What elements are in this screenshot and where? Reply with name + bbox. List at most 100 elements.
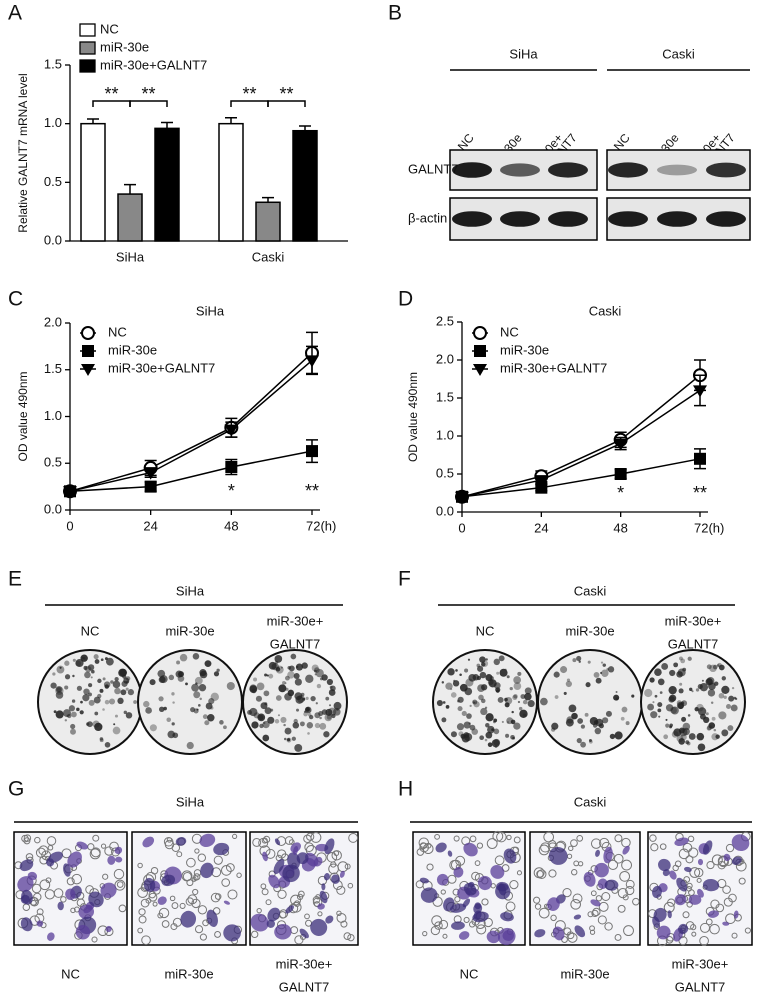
bracket	[129, 100, 168, 107]
colony	[330, 685, 336, 692]
colony	[318, 711, 324, 717]
plate	[640, 649, 746, 755]
colony	[285, 687, 289, 691]
cell	[180, 910, 197, 928]
colony	[325, 696, 330, 701]
panel-letter: F	[398, 568, 411, 591]
colony	[512, 736, 515, 740]
bar	[80, 122, 106, 242]
pore	[731, 932, 738, 939]
pore	[344, 863, 351, 870]
pore	[336, 912, 347, 923]
colony	[88, 692, 92, 697]
pore	[442, 933, 448, 939]
cell	[262, 851, 268, 862]
colony	[166, 717, 172, 723]
pore	[186, 857, 196, 868]
colony	[485, 658, 488, 661]
colony	[512, 694, 518, 700]
cell	[324, 838, 335, 855]
colony	[450, 731, 457, 738]
pore	[47, 844, 54, 851]
blot-band	[657, 164, 697, 176]
colony	[706, 664, 712, 670]
colony	[524, 687, 532, 695]
colony	[296, 708, 300, 712]
pore	[434, 833, 440, 840]
colony	[463, 721, 471, 729]
cell	[674, 837, 689, 846]
colony	[493, 718, 498, 723]
colony	[699, 713, 706, 720]
colony	[325, 708, 333, 716]
colony	[676, 700, 682, 706]
cell	[47, 932, 55, 941]
pore	[738, 877, 746, 885]
colony	[263, 690, 270, 697]
colony	[506, 675, 510, 679]
colony	[177, 675, 185, 682]
colony	[464, 668, 469, 673]
cell	[731, 834, 750, 852]
colony	[685, 740, 690, 745]
pore	[252, 837, 262, 847]
significance: *	[228, 481, 235, 501]
pore	[589, 929, 596, 935]
colony	[94, 659, 100, 664]
colony	[112, 726, 121, 735]
colony	[659, 691, 663, 694]
cell	[702, 840, 713, 855]
cell	[75, 925, 91, 940]
colony	[466, 713, 472, 719]
colony	[321, 674, 328, 681]
colony	[594, 727, 602, 735]
row-label: GALNT7	[408, 161, 459, 176]
colony	[718, 664, 725, 671]
pore	[687, 835, 695, 843]
colony	[93, 696, 101, 704]
colony	[679, 682, 683, 686]
pore	[513, 836, 521, 844]
cell	[17, 876, 34, 892]
legend-label: NC	[108, 324, 127, 339]
lane-label: NC	[61, 966, 80, 981]
colony	[485, 723, 490, 728]
colony	[577, 718, 584, 724]
pore	[481, 898, 489, 906]
colony	[587, 660, 591, 664]
cell	[296, 852, 309, 865]
colony	[657, 678, 665, 686]
lane-label: miR-30e	[560, 966, 609, 981]
colony	[721, 685, 730, 694]
pore	[260, 883, 267, 890]
colony	[204, 660, 212, 668]
colony	[216, 668, 220, 672]
colony	[479, 656, 486, 663]
pore	[187, 894, 198, 905]
y-axis-label: OD value 490nm	[406, 372, 420, 462]
pore	[665, 936, 674, 944]
colony	[88, 699, 95, 706]
colony	[114, 714, 118, 718]
colony	[605, 710, 612, 717]
data-point	[614, 468, 627, 480]
colony	[198, 683, 207, 692]
cell	[552, 926, 565, 941]
pore	[534, 903, 542, 910]
panel-title: Caski	[574, 794, 607, 809]
cell	[142, 836, 155, 848]
colony	[551, 722, 559, 730]
colony	[678, 688, 684, 694]
colony	[540, 697, 548, 706]
cell	[199, 833, 216, 848]
colony	[319, 677, 323, 681]
pore	[613, 853, 624, 864]
colony	[493, 728, 500, 735]
y-tick-label: 1.0	[44, 408, 62, 423]
pore	[723, 897, 733, 907]
pore	[607, 859, 619, 870]
pore	[76, 898, 85, 907]
colony	[76, 707, 80, 712]
colony	[585, 682, 591, 688]
colony	[688, 733, 696, 740]
